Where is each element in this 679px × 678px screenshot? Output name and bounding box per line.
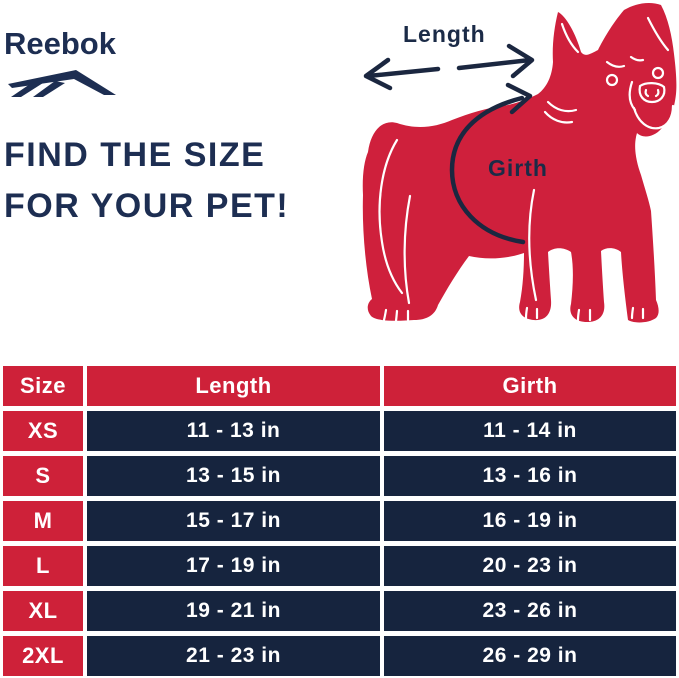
reebok-vector-icon xyxy=(8,70,116,97)
size-label-l: L xyxy=(3,546,83,586)
size-label-s: S xyxy=(3,456,83,496)
length-value-xs: 11 - 13 in xyxy=(87,411,380,451)
size-label-2xl: 2XL xyxy=(3,636,83,676)
length-arrow-left-icon xyxy=(363,57,441,91)
size-table: Size Length Girth XS 11 - 13 in 11 - 14 … xyxy=(3,366,676,676)
length-value-l: 17 - 19 in xyxy=(87,546,380,586)
length-label: Length xyxy=(403,21,486,47)
size-label-m: M xyxy=(3,501,83,541)
headline-line-2: FOR YOUR PET! xyxy=(4,187,290,225)
size-label-xs: XS xyxy=(3,411,83,451)
length-arrow-right-icon xyxy=(456,43,535,79)
girth-value-xs: 11 - 14 in xyxy=(384,411,676,451)
length-value-s: 13 - 15 in xyxy=(87,456,380,496)
headline-line-1: FIND THE SIZE xyxy=(4,136,266,174)
vector-blade xyxy=(8,70,116,95)
size-label-xl: XL xyxy=(3,591,83,631)
column-header-size: Size xyxy=(3,366,83,406)
length-value-2xl: 21 - 23 in xyxy=(87,636,380,676)
girth-value-l: 20 - 23 in xyxy=(384,546,676,586)
column-header-length: Length xyxy=(87,366,380,406)
girth-value-xl: 23 - 26 in xyxy=(384,591,676,631)
girth-value-m: 16 - 19 in xyxy=(384,501,676,541)
column-header-girth: Girth xyxy=(384,366,676,406)
girth-value-2xl: 26 - 29 in xyxy=(384,636,676,676)
vector-stripe-1 xyxy=(11,82,43,97)
page-title: FIND THE SIZE FOR YOUR PET! xyxy=(4,130,289,232)
vector-stripe-2 xyxy=(33,81,65,97)
length-value-m: 15 - 17 in xyxy=(87,501,380,541)
girth-value-s: 13 - 16 in xyxy=(384,456,676,496)
girth-label: Girth xyxy=(488,155,548,181)
length-value-xl: 19 - 21 in xyxy=(87,591,380,631)
reebok-wordmark: Reebok xyxy=(4,26,116,61)
